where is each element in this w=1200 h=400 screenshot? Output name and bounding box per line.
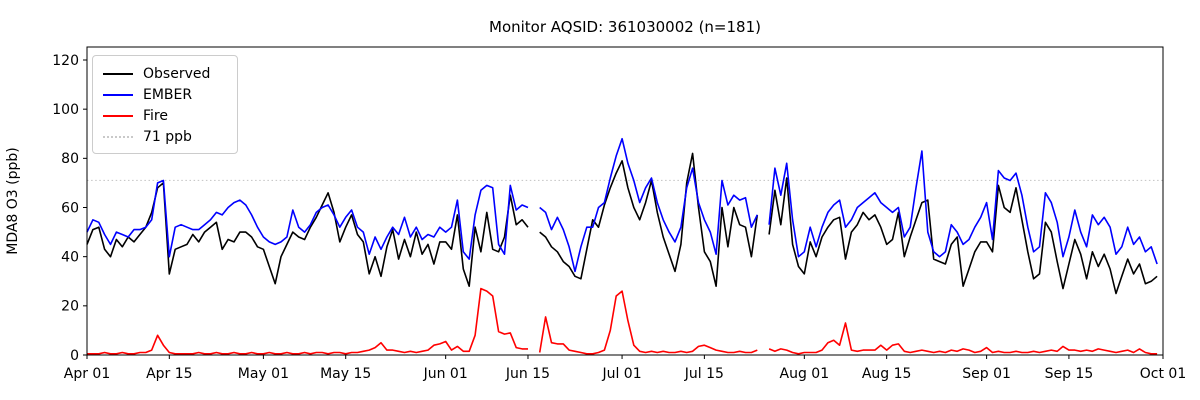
x-tick-label: Sep 15 xyxy=(1045,366,1094,382)
y-tick-label: 0 xyxy=(70,348,79,364)
legend-label: Observed xyxy=(143,65,211,82)
legend-line-swatch xyxy=(103,72,133,75)
x-tick-label: May 15 xyxy=(320,366,371,382)
y-tick-label: 60 xyxy=(61,200,79,216)
legend-line-swatch xyxy=(103,93,133,96)
legend-item-fire: Fire xyxy=(103,105,227,126)
legend-line-swatch xyxy=(103,135,133,138)
legend-label: EMBER xyxy=(143,86,193,103)
x-tick-label: Jul 01 xyxy=(601,366,641,382)
y-tick-label: 120 xyxy=(52,53,79,69)
legend-item-observed: Observed xyxy=(103,63,227,84)
series-line-fire xyxy=(87,287,1158,355)
chart-legend: Observed EMBER Fire 71 ppb xyxy=(92,55,238,154)
y-tick-label: 40 xyxy=(61,250,79,266)
legend-label: Fire xyxy=(143,107,168,124)
x-tick-label: Jun 01 xyxy=(423,366,468,382)
x-tick-label: Jun 15 xyxy=(505,366,550,382)
chart-title: Monitor AQSID: 361030002 (n=181) xyxy=(489,18,761,36)
x-tick-label: Aug 15 xyxy=(862,366,912,382)
y-tick-label: 20 xyxy=(61,299,79,315)
legend-label: 71 ppb xyxy=(143,128,192,145)
x-tick-label: Sep 01 xyxy=(962,366,1011,382)
x-tick-label: May 01 xyxy=(238,366,289,382)
y-tick-label: 80 xyxy=(61,151,79,167)
x-tick-label: Oct 01 xyxy=(1140,366,1186,382)
x-tick-label: Jul 15 xyxy=(684,366,724,382)
plot-border xyxy=(86,46,1164,356)
legend-item-71-ppb: 71 ppb xyxy=(103,126,227,147)
x-tick-label: Apr 01 xyxy=(64,366,110,382)
series-line-observed xyxy=(86,152,1158,295)
x-tick-label: Apr 15 xyxy=(146,366,192,382)
y-tick-label: 100 xyxy=(52,102,79,118)
legend-item-ember: EMBER xyxy=(103,84,227,105)
series-line-ember xyxy=(86,137,1158,273)
legend-line-swatch xyxy=(103,114,133,117)
x-tick-label: Aug 01 xyxy=(780,366,830,382)
